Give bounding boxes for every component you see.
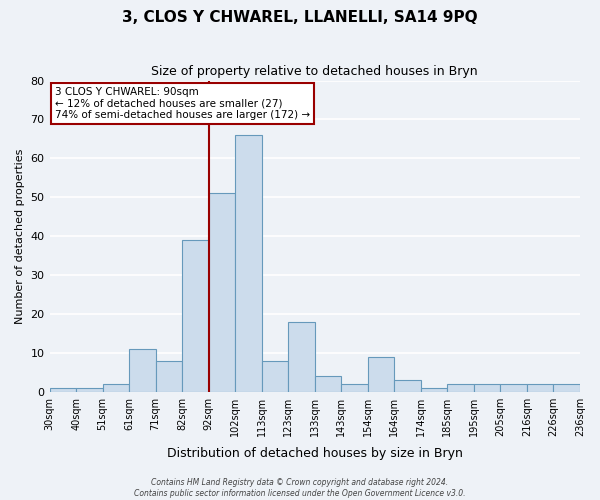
Bar bbox=[155, 360, 182, 392]
Bar bbox=[448, 384, 474, 392]
Title: Size of property relative to detached houses in Bryn: Size of property relative to detached ho… bbox=[151, 65, 478, 78]
Bar bbox=[527, 384, 553, 392]
Bar bbox=[103, 384, 129, 392]
Bar bbox=[553, 384, 580, 392]
Bar bbox=[474, 384, 500, 392]
Bar bbox=[288, 322, 315, 392]
Bar bbox=[50, 388, 76, 392]
Bar bbox=[182, 240, 209, 392]
Bar bbox=[421, 388, 448, 392]
Bar bbox=[394, 380, 421, 392]
Bar bbox=[500, 384, 527, 392]
Bar bbox=[209, 194, 235, 392]
Text: Contains HM Land Registry data © Crown copyright and database right 2024.
Contai: Contains HM Land Registry data © Crown c… bbox=[134, 478, 466, 498]
Bar bbox=[368, 356, 394, 392]
Bar bbox=[262, 360, 288, 392]
X-axis label: Distribution of detached houses by size in Bryn: Distribution of detached houses by size … bbox=[167, 447, 463, 460]
Text: 3 CLOS Y CHWAREL: 90sqm
← 12% of detached houses are smaller (27)
74% of semi-de: 3 CLOS Y CHWAREL: 90sqm ← 12% of detache… bbox=[55, 87, 310, 120]
Text: 3, CLOS Y CHWAREL, LLANELLI, SA14 9PQ: 3, CLOS Y CHWAREL, LLANELLI, SA14 9PQ bbox=[122, 10, 478, 25]
Y-axis label: Number of detached properties: Number of detached properties bbox=[15, 148, 25, 324]
Bar bbox=[76, 388, 103, 392]
Bar bbox=[341, 384, 368, 392]
Bar bbox=[129, 349, 155, 392]
Bar bbox=[235, 135, 262, 392]
Bar bbox=[315, 376, 341, 392]
